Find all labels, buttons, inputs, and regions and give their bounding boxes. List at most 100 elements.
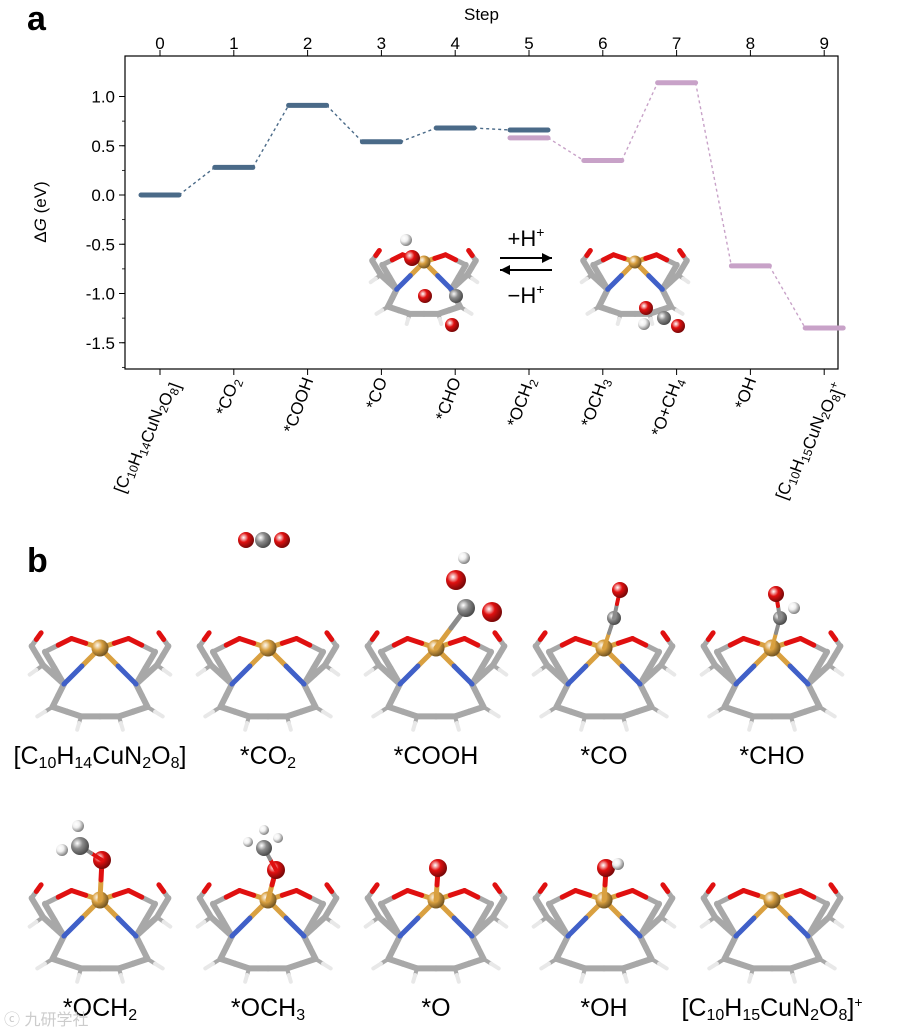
o-atom	[671, 319, 685, 333]
bond	[565, 915, 589, 939]
y-tick-label: -1.5	[86, 334, 115, 353]
bond	[646, 900, 663, 923]
inset-structure-right	[579, 247, 691, 333]
bond	[433, 625, 454, 651]
h-atom	[788, 602, 800, 614]
o-atom	[639, 301, 653, 315]
bond	[201, 882, 212, 894]
bond	[142, 900, 159, 923]
bond	[469, 664, 485, 688]
structure-label: *COOH	[393, 742, 479, 770]
bond	[387, 664, 403, 688]
bond	[268, 857, 278, 872]
bond	[478, 900, 495, 923]
bond	[387, 916, 403, 940]
structure-row1-0	[27, 630, 173, 732]
bond	[783, 888, 803, 898]
h-atom	[243, 837, 253, 847]
bond	[805, 664, 821, 688]
bond	[584, 247, 593, 259]
inset-structure-left	[368, 234, 480, 332]
bond	[283, 915, 307, 939]
connector-line	[694, 82, 733, 267]
bond	[828, 630, 839, 642]
bond	[75, 721, 82, 732]
cu-atom	[91, 639, 109, 657]
bond	[435, 273, 454, 292]
bond	[363, 919, 375, 929]
bond	[747, 721, 754, 732]
bond	[615, 316, 622, 326]
bond	[699, 919, 711, 929]
bond	[648, 316, 655, 326]
o-atom	[612, 582, 628, 598]
bond	[279, 636, 299, 646]
bond	[579, 721, 586, 732]
bond	[51, 664, 67, 688]
bond	[833, 667, 845, 677]
bond	[451, 915, 475, 939]
bond	[665, 919, 677, 929]
bond	[814, 648, 831, 671]
panel-b-letter: b	[27, 542, 48, 580]
bond	[565, 663, 589, 687]
top-tick-label: 4	[450, 34, 459, 53]
bond	[301, 664, 317, 688]
bond	[27, 667, 39, 677]
h-atom	[400, 234, 412, 246]
bond	[61, 915, 85, 939]
bond	[660, 882, 671, 894]
h-atom	[72, 820, 84, 832]
bond	[601, 882, 608, 903]
bond	[579, 973, 586, 984]
y-tick-label: 0.5	[91, 137, 115, 156]
bond	[115, 915, 139, 939]
bond	[825, 709, 837, 719]
bond	[741, 636, 761, 646]
bond	[373, 247, 382, 259]
forward-arrow-head	[542, 253, 552, 263]
o-atom	[418, 289, 432, 303]
bond	[733, 915, 757, 939]
bond	[723, 664, 739, 688]
bond	[394, 273, 413, 292]
h-atom	[458, 552, 470, 564]
o-atom	[404, 250, 420, 266]
structure-row2-0	[27, 820, 173, 984]
bond	[111, 636, 131, 646]
o-atom	[274, 532, 290, 548]
bond	[369, 882, 380, 894]
bond	[579, 276, 589, 285]
structure-label: *CO	[580, 742, 628, 770]
c-atom	[255, 532, 271, 548]
structure-label: [C10H15CuN2O8]+	[681, 994, 863, 1024]
y-axis-title: ΔG (eV)	[31, 181, 50, 242]
bond	[75, 973, 82, 984]
top-tick-label: 8	[746, 34, 755, 53]
connector-line	[252, 105, 290, 168]
panel-b-structures	[27, 532, 845, 984]
structure-label: *OCH3	[230, 994, 306, 1024]
series-purple	[507, 80, 846, 331]
bond	[89, 851, 104, 862]
structure-row1-3	[531, 582, 677, 732]
bond	[153, 961, 165, 971]
y-tick-label: -1.0	[86, 285, 115, 304]
bond	[674, 308, 685, 316]
structure-label: *O	[421, 994, 451, 1022]
bond	[156, 630, 167, 642]
h-atom	[56, 844, 68, 856]
bond	[489, 709, 501, 719]
structure-row2-2	[363, 859, 509, 984]
structure-row2-1	[195, 825, 341, 984]
bond	[463, 308, 474, 316]
bond	[368, 276, 378, 285]
plot-frame	[124, 55, 839, 370]
bond	[610, 252, 627, 261]
bond	[615, 636, 635, 646]
bond	[657, 961, 669, 971]
bond	[537, 630, 548, 642]
bond	[329, 667, 341, 677]
cu-atom	[628, 255, 642, 269]
bond	[69, 888, 89, 898]
